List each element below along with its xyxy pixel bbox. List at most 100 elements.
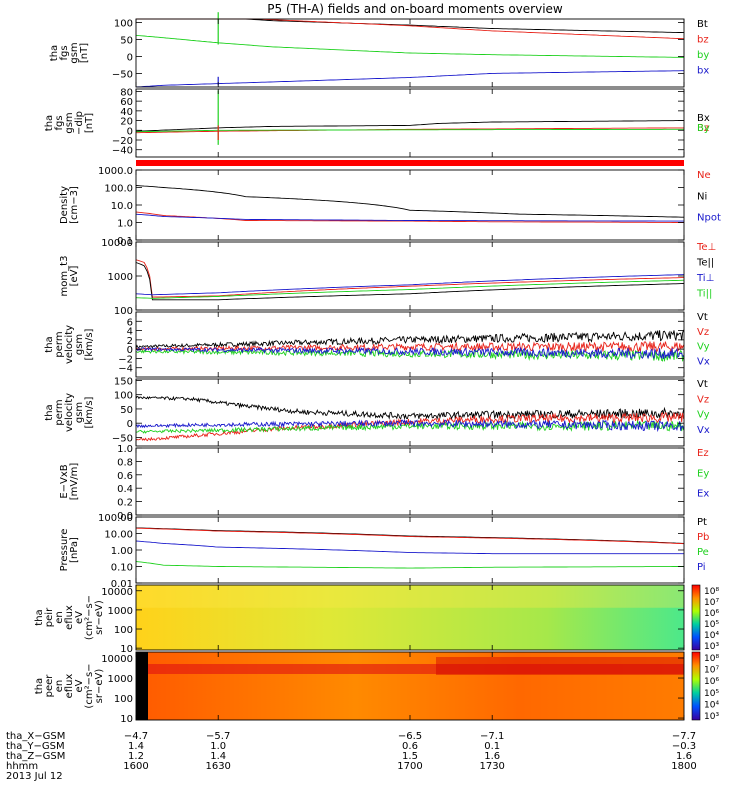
x-axis-row-label: tha_Z−GSM [6, 751, 65, 762]
panel-frame [135, 516, 685, 584]
y-tick-label: 100 [114, 391, 133, 402]
y-tick-label: 0 [127, 419, 133, 430]
x-axis-row-label: tha_X−GSM [6, 731, 65, 742]
spectrogram-fill [136, 652, 684, 720]
x-axis-value: −0.3 [672, 741, 696, 752]
y-axis-label: Density [59, 186, 70, 224]
legend-entry-Ni: Ni [697, 191, 707, 202]
y-axis-label: eflux [64, 674, 75, 699]
y-tick-label: 150 [114, 376, 133, 387]
series-line-Vx [135, 418, 685, 433]
x-axis-value: 1630 [205, 761, 230, 772]
y-axis-label: eV [74, 611, 85, 624]
spectrogram-band [136, 585, 684, 608]
series-line-Vz [135, 411, 685, 442]
y-axis-label: [km/s] [84, 396, 95, 428]
x-axis-value: 1.4 [210, 751, 226, 762]
legend-entry-bx: bx [697, 66, 709, 77]
series-line-Vt [135, 395, 685, 421]
y-tick-label: 10000 [101, 238, 133, 249]
y-tick-label: 0.1 [117, 236, 133, 247]
y-axis-label: E−VxB [59, 464, 70, 498]
y-tick-label: 0.8 [117, 457, 133, 468]
spectrogram-band [148, 664, 684, 674]
y-axis-label: tha [44, 336, 55, 352]
series-line-Vx [135, 346, 684, 360]
legend-entry-Vt: Vt [697, 312, 708, 323]
y-tick-label: 20 [120, 117, 133, 128]
x-axis-value: 1730 [479, 761, 504, 772]
x-axis-value: 1.4 [128, 741, 144, 752]
legend-entry-Ti⊥: Ti⊥ [696, 273, 714, 284]
y-tick-label: 0.01 [111, 579, 133, 590]
x-axis-value: 0.1 [484, 741, 500, 752]
y-tick-label: −2 [118, 354, 133, 365]
series-line-Bx [135, 120, 684, 132]
legend-entry-Ex: Ex [697, 489, 709, 500]
series-line-Pi [135, 540, 684, 555]
series-line-Npot [135, 213, 684, 222]
legend-entry-Pt: Pt [697, 517, 707, 528]
x-axis-value: −7.1 [480, 731, 504, 742]
y-axis-label: Pressure [59, 529, 70, 572]
series-line-Ti|| [135, 279, 685, 299]
y-axis-label: [eV] [69, 266, 80, 287]
y-tick-label: 100 [114, 625, 133, 636]
x-axis-value: 1.6 [484, 751, 500, 762]
legend-entry-Vz: Vz [697, 327, 709, 338]
series-line-Ti⊥ [135, 274, 685, 296]
y-tick-label: 1000 [108, 674, 133, 685]
colorbar-tick-label: 10⁴ [704, 700, 719, 710]
panel-temperature: 10000 1000 100 mom_t3 [eV] Te⊥ Te|| Ti⊥ Ti|| [59, 238, 716, 317]
x-axis-row-label: tha_Y−GSM [6, 741, 65, 752]
y-tick-label: 0.6 [117, 471, 133, 482]
y-tick-label: −20 [112, 136, 133, 147]
colorbar-tick-label: 10⁴ [704, 631, 719, 641]
y-axis-label: [nPa] [69, 537, 80, 563]
y-tick-label: 10 [120, 644, 133, 655]
y-tick-label: 0 [127, 52, 133, 63]
legend-entry-Te||: Te|| [696, 258, 714, 269]
y-axis-label: [nT] [84, 113, 95, 133]
y-axis-label: eV [74, 679, 85, 692]
y-axis-label: perm [54, 331, 65, 357]
legend-entry-By: By [697, 123, 710, 134]
y-tick-label: 0.0 [117, 511, 133, 522]
legend-entry-Vt: Vt [697, 379, 708, 390]
y-tick-label: 1000 [108, 606, 133, 617]
x-axis-value: 1.0 [210, 741, 226, 752]
colorbar-tick-label: 10⁵ [704, 620, 719, 630]
x-axis-value: 1.2 [128, 751, 144, 762]
y-tick-label: 50 [120, 405, 133, 416]
y-axis-label: fgs [59, 45, 70, 60]
y-axis-label: velocity [64, 325, 75, 364]
panel-frame [135, 169, 685, 241]
y-tick-label: −50 [112, 433, 133, 444]
date-label: 2013 Jul 12 [6, 771, 63, 782]
y-axis-label: peir [44, 607, 55, 627]
series-line-bx [135, 70, 684, 88]
legend-entry-by: by [697, 50, 709, 61]
legend-entry-Vz: Vz [697, 394, 709, 405]
y-axis-label: [km/s] [84, 328, 95, 360]
x-axis-value: −5.7 [206, 731, 230, 742]
y-axis-label: eflux [64, 605, 75, 630]
y-tick-label: 2 [127, 336, 133, 347]
panel-pressure: 100.00 10.00 1.00 0.10 0.01 Pressure [nPa] Pt Pb… [59, 513, 709, 590]
x-axis-value: −6.5 [398, 731, 422, 742]
x-axis-value: 0.6 [402, 741, 418, 752]
series-line-by [135, 34, 684, 58]
legend-entry-Ey: Ey [697, 468, 709, 479]
series-line-Vy [135, 348, 685, 362]
y-axis-label: [cm−3] [69, 186, 80, 224]
y-axis-label: mom_t3 [59, 256, 70, 297]
colorbar-tick-label: 10⁶ [704, 609, 719, 619]
panel-frame [135, 378, 685, 447]
y-axis-label: [mV/m] [69, 463, 80, 501]
series-line-Vy [135, 419, 685, 434]
legend-entry-Vy: Vy [697, 342, 710, 353]
series-line-By [136, 128, 684, 133]
